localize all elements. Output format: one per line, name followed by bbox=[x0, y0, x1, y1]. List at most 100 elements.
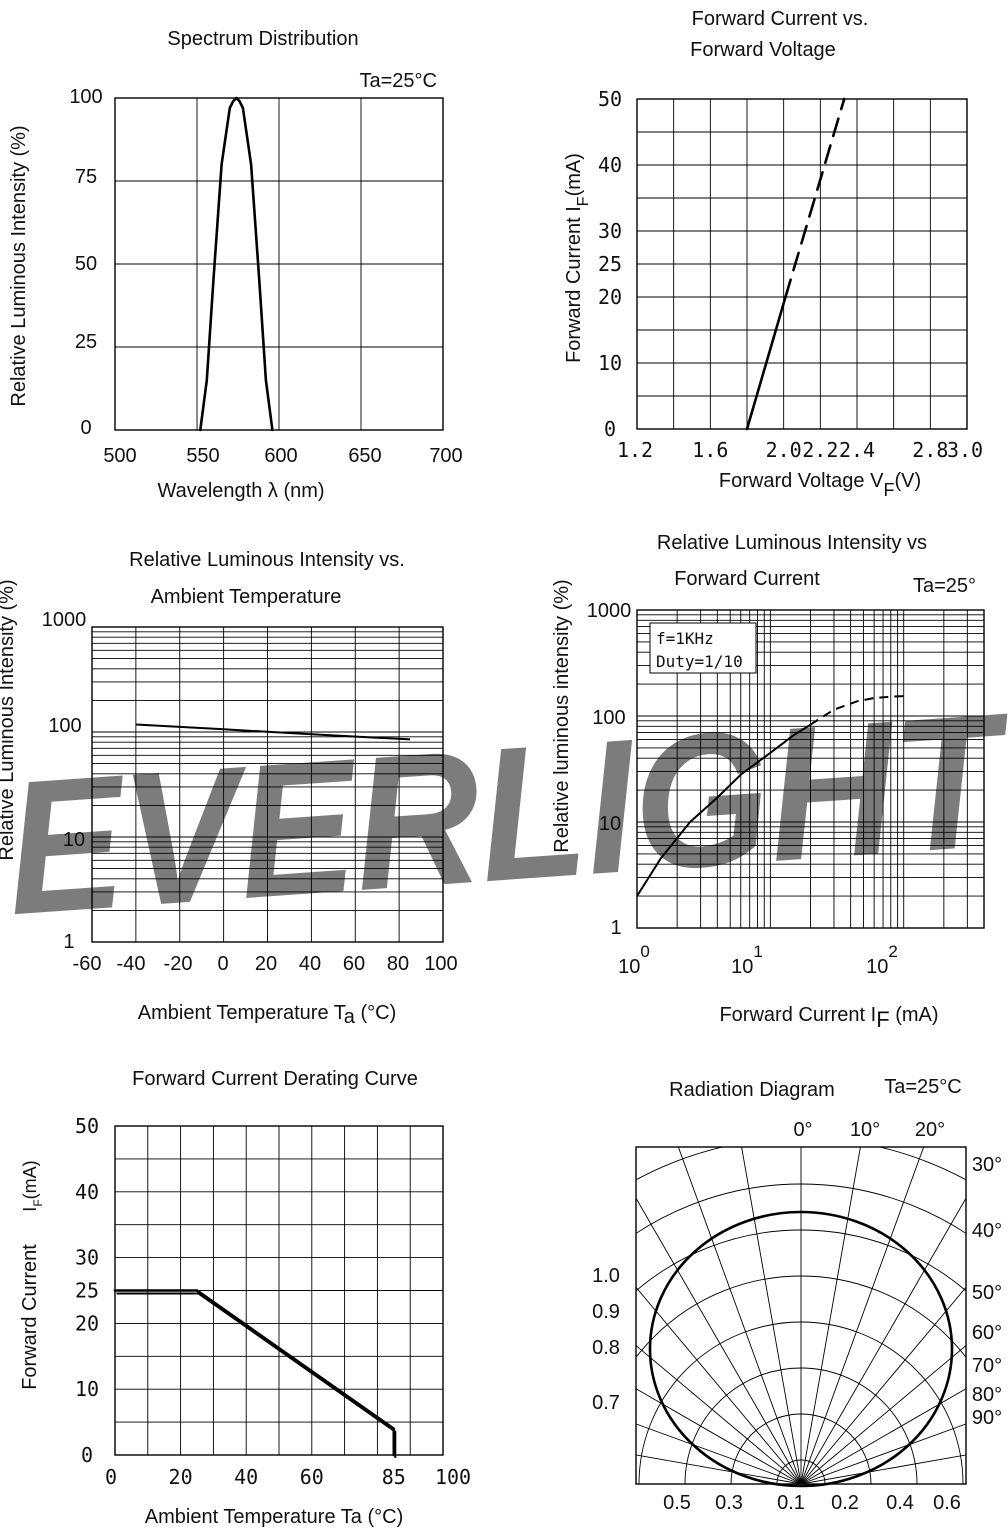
angle-label: 70° bbox=[972, 1355, 1002, 1377]
plot-frame bbox=[91, 626, 444, 943]
y-tick-label: 10 bbox=[63, 829, 85, 851]
angle-label: 0° bbox=[793, 1119, 812, 1141]
y-axis-label: Forward Current bbox=[19, 1244, 41, 1390]
y-tick-label: 1000 bbox=[42, 609, 87, 631]
radial-line bbox=[636, 1286, 802, 1484]
x-axis-label: Forward Voltage VF(V) bbox=[719, 470, 921, 500]
y-tick-label: 25 bbox=[598, 252, 622, 276]
angle-label: 90° bbox=[972, 1407, 1002, 1429]
x-tick-label: 20 bbox=[169, 1465, 193, 1489]
x-tick-label: 600 bbox=[264, 445, 297, 467]
radius-label: 0.9 bbox=[592, 1301, 620, 1323]
plot-frame bbox=[114, 97, 444, 431]
y-axis-label: Relative Luminous Intensity (%) bbox=[8, 125, 30, 406]
x-tick-label: 80 bbox=[387, 953, 409, 975]
chart-title-line: Forward Voltage bbox=[690, 39, 836, 61]
radiation-grid bbox=[636, 1147, 966, 1484]
x-tick-label: 700 bbox=[429, 445, 462, 467]
chart-title: Spectrum Distribution bbox=[167, 28, 358, 50]
note-line: f=1KHz bbox=[656, 629, 714, 648]
series-line bbox=[135, 723, 411, 741]
y-tick-label: 30 bbox=[598, 219, 622, 243]
radius-arc bbox=[636, 1147, 966, 1181]
y-tick-label: 40 bbox=[75, 1180, 99, 1204]
y-tick-label: 1 bbox=[610, 917, 621, 939]
radial-line bbox=[800, 1388, 966, 1484]
x-tick-label: 40 bbox=[299, 953, 321, 975]
series-line-shadow bbox=[116, 1292, 397, 1458]
x-tick-label: 100 bbox=[618, 942, 650, 978]
radius-arc bbox=[636, 1275, 966, 1359]
angle-label: 60° bbox=[972, 1322, 1002, 1344]
radial-line bbox=[636, 1344, 802, 1484]
x-tick-label: 2.4 bbox=[839, 438, 875, 462]
plot-frame bbox=[635, 1146, 967, 1485]
radial-line bbox=[800, 1344, 966, 1484]
radius-arc bbox=[776, 1459, 826, 1484]
chart-temp: Relative Luminous Intensity vs. Ambient T… bbox=[0, 549, 458, 1028]
y-tick-label: 0 bbox=[604, 417, 616, 441]
radius-arc bbox=[684, 1367, 918, 1484]
series-line bbox=[113, 1289, 396, 1457]
radial-line bbox=[636, 1454, 802, 1484]
x-tick-label: 1.6 bbox=[692, 438, 728, 462]
y-tick-label: 75 bbox=[75, 166, 97, 188]
x-tick-label: 85 bbox=[382, 1465, 406, 1489]
radial-line bbox=[800, 1454, 966, 1484]
radial-line bbox=[800, 1423, 966, 1484]
angle-label: 30° bbox=[972, 1154, 1002, 1176]
radial-line bbox=[741, 1147, 802, 1484]
chart-title: Forward Current Derating Curve bbox=[132, 1068, 418, 1090]
x-tick-label: 0 bbox=[217, 953, 228, 975]
bottom-scale-label: 0.3 bbox=[715, 1492, 743, 1514]
radius-label: 0.8 bbox=[592, 1337, 620, 1359]
series-line-dashed bbox=[784, 97, 846, 299]
chart-title-line: Forward Current bbox=[674, 568, 820, 590]
y-tick-label: 20 bbox=[598, 285, 622, 309]
x-tick-label: 1.2 bbox=[617, 438, 653, 462]
y-axis-label: Forward Current IF(mA) bbox=[563, 153, 592, 363]
x-axis-label: Wavelength λ (nm) bbox=[157, 480, 324, 502]
y-tick-label: 1 bbox=[63, 931, 74, 953]
radius-label: 1.0 bbox=[592, 1265, 620, 1287]
radius-arc bbox=[730, 1413, 872, 1484]
angle-label: 80° bbox=[972, 1384, 1002, 1406]
radial-line bbox=[800, 1197, 966, 1484]
radius-arc bbox=[636, 1229, 966, 1292]
x-tick-label: 100 bbox=[435, 1465, 471, 1489]
chart-title-line: Relative Luminous Intensity vs bbox=[657, 532, 927, 554]
radial-line bbox=[636, 1388, 802, 1484]
angle-label: 40° bbox=[972, 1220, 1002, 1242]
chart-annotation: Ta=25° bbox=[913, 575, 976, 597]
y-tick-label: 100 bbox=[48, 715, 81, 737]
radius-arc bbox=[636, 1183, 966, 1235]
bottom-scale-label: 0.1 bbox=[777, 1492, 805, 1514]
y-tick-label: 100 bbox=[592, 707, 625, 729]
radial-line bbox=[800, 1286, 966, 1484]
series-line bbox=[745, 295, 787, 431]
series-pattern bbox=[648, 1210, 954, 1488]
x-tick-label: 101 bbox=[731, 942, 763, 978]
x-tick-label: 102 bbox=[866, 942, 898, 978]
y-tick-label: 25 bbox=[75, 331, 97, 353]
angle-label: 50° bbox=[972, 1282, 1002, 1304]
x-tick-label: -40 bbox=[117, 953, 146, 975]
radius-label: 0.7 bbox=[592, 1392, 620, 1414]
x-tick-label: 2.0 bbox=[766, 438, 802, 462]
note-box bbox=[649, 622, 757, 674]
x-tick-label: -60 bbox=[73, 953, 102, 975]
y-tick-label: 20 bbox=[75, 1311, 99, 1335]
note-line: Duty=1/10 bbox=[656, 652, 743, 671]
x-axis-label: Forward Current IF (mA) bbox=[719, 1004, 938, 1032]
radial-line bbox=[636, 1197, 802, 1484]
angle-label: 20° bbox=[915, 1119, 945, 1141]
x-tick-label: 500 bbox=[103, 445, 136, 467]
y-tick-label: 1000 bbox=[587, 600, 632, 622]
chart-title-line: Forward Current vs. bbox=[692, 8, 869, 30]
chart-derating: Forward Current Derating Curve 0 20 40 60 85 1… bbox=[19, 1068, 471, 1528]
x-tick-label: -20 bbox=[164, 953, 193, 975]
plot-frame bbox=[636, 609, 985, 929]
y-tick-label: 0 bbox=[81, 1443, 93, 1467]
